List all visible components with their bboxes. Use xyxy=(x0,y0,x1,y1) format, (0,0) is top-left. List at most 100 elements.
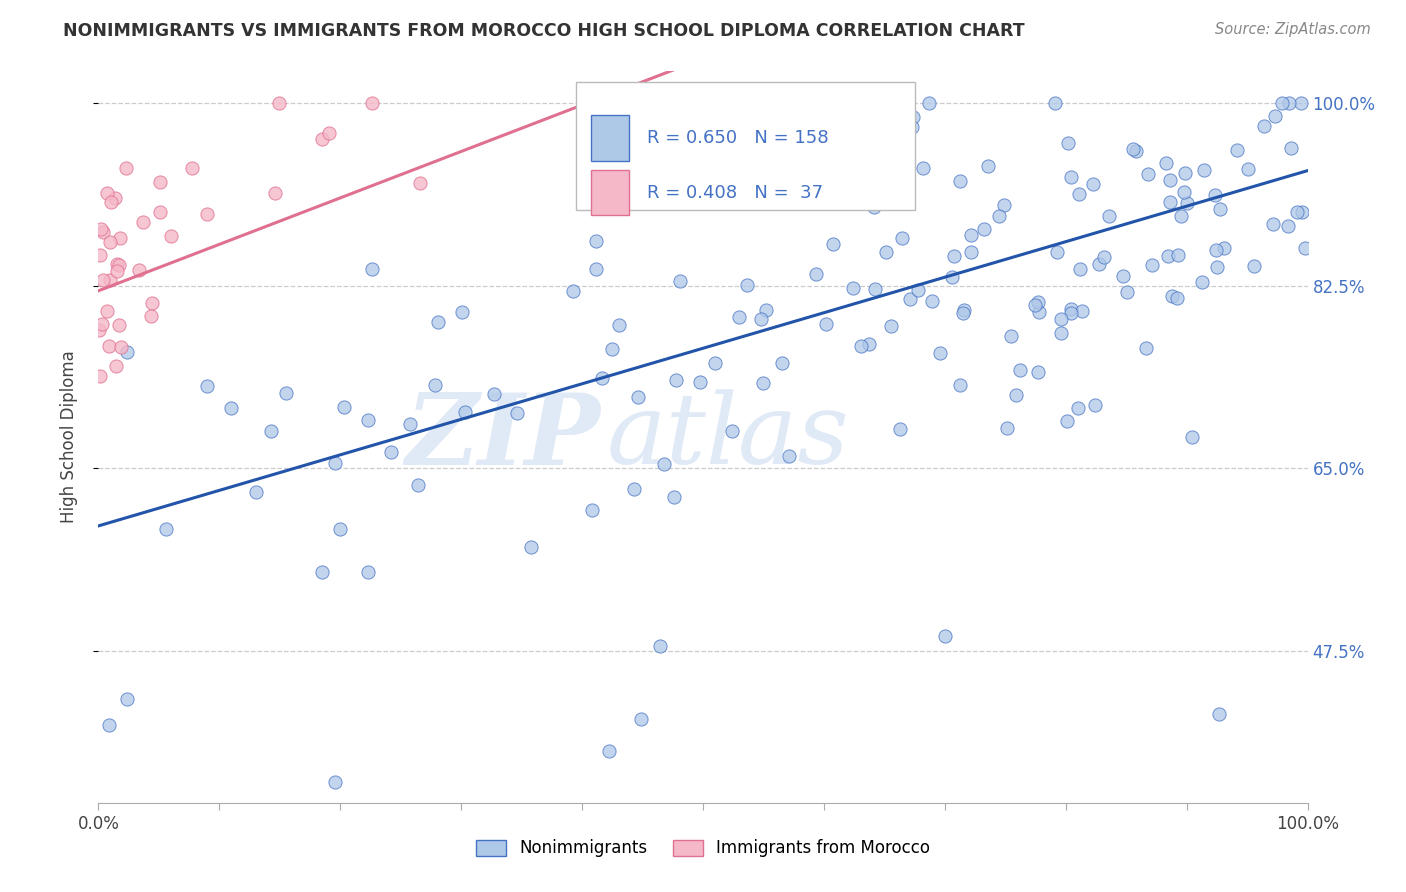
Point xyxy=(108,259,131,273)
Point xyxy=(630,712,652,726)
Point xyxy=(918,95,941,110)
Point xyxy=(1264,109,1286,123)
Point xyxy=(148,175,170,189)
Point xyxy=(1286,204,1309,219)
Point xyxy=(1067,186,1090,201)
Point xyxy=(849,339,872,353)
Point xyxy=(1289,95,1312,110)
Point xyxy=(427,315,450,329)
Point xyxy=(585,262,607,277)
Point xyxy=(1253,119,1275,133)
Point xyxy=(652,458,675,472)
Point xyxy=(1243,259,1265,273)
Point xyxy=(1092,250,1115,264)
Point xyxy=(891,184,914,198)
Point xyxy=(973,222,995,236)
Point xyxy=(357,413,380,427)
Point xyxy=(941,270,963,285)
Point xyxy=(269,95,291,110)
Point xyxy=(1170,209,1192,223)
Point xyxy=(562,284,585,298)
Point xyxy=(1191,275,1213,289)
Point xyxy=(900,293,922,307)
Point xyxy=(1024,297,1046,311)
Legend: Nonimmigrants, Immigrants from Morocco: Nonimmigrants, Immigrants from Morocco xyxy=(470,832,936,864)
Point xyxy=(1226,143,1249,157)
Point xyxy=(360,262,382,277)
Point xyxy=(409,176,432,190)
Point xyxy=(1166,291,1188,305)
Point xyxy=(98,339,121,353)
Point xyxy=(1237,161,1260,176)
Point xyxy=(1277,219,1299,234)
Point xyxy=(97,718,120,732)
Point xyxy=(311,132,333,146)
Point xyxy=(1173,185,1195,199)
Point xyxy=(1081,177,1104,191)
Point xyxy=(704,356,727,370)
Point xyxy=(323,456,346,470)
Point xyxy=(600,342,623,356)
Point xyxy=(689,375,711,389)
Point xyxy=(141,296,163,310)
Point xyxy=(90,222,112,236)
Point xyxy=(245,485,267,500)
Text: NONIMMIGRANTS VS IMMIGRANTS FROM MOROCCO HIGH SCHOOL DIPLOMA CORRELATION CHART: NONIMMIGRANTS VS IMMIGRANTS FROM MOROCCO… xyxy=(63,22,1025,40)
Point xyxy=(1069,262,1091,277)
Point xyxy=(100,273,122,287)
Point xyxy=(1135,341,1157,355)
Point xyxy=(1125,144,1147,158)
Point xyxy=(128,263,150,277)
Point xyxy=(380,445,402,459)
Point xyxy=(585,234,607,248)
Point xyxy=(1160,288,1182,302)
Point xyxy=(912,161,935,175)
Point xyxy=(1067,401,1090,415)
Point xyxy=(1046,244,1069,259)
Text: R = 0.408   N =  37: R = 0.408 N = 37 xyxy=(647,184,824,202)
Y-axis label: High School Diploma: High School Diploma xyxy=(59,351,77,524)
Point xyxy=(928,346,950,360)
Point xyxy=(333,400,356,414)
Point xyxy=(89,369,111,384)
Point xyxy=(1177,195,1199,210)
Point xyxy=(115,691,138,706)
Point xyxy=(863,200,886,214)
Point xyxy=(598,743,620,757)
Point xyxy=(506,406,529,420)
Text: ZIP: ZIP xyxy=(405,389,600,485)
Point xyxy=(987,210,1010,224)
Point xyxy=(880,138,903,153)
Point xyxy=(959,244,981,259)
Point xyxy=(1291,205,1313,219)
Point xyxy=(891,141,914,155)
Point xyxy=(949,377,972,392)
Text: R = 0.650   N = 158: R = 0.650 N = 158 xyxy=(647,129,830,147)
Point xyxy=(108,231,131,245)
Point xyxy=(778,450,800,464)
Point xyxy=(821,237,844,252)
Point xyxy=(1213,241,1236,255)
Point xyxy=(219,401,242,416)
Point xyxy=(993,198,1015,212)
Point xyxy=(669,274,692,288)
Point xyxy=(1010,363,1032,377)
Point xyxy=(662,490,685,504)
Point xyxy=(260,424,283,438)
Point xyxy=(1278,95,1301,110)
Point xyxy=(907,284,929,298)
Point xyxy=(1088,257,1111,271)
Point xyxy=(943,249,966,263)
Point xyxy=(98,235,121,249)
Point xyxy=(100,195,122,210)
Point xyxy=(1060,306,1083,320)
Point xyxy=(1294,241,1316,255)
Point xyxy=(87,323,110,337)
Bar xyxy=(591,170,630,216)
Point xyxy=(934,629,956,643)
Text: Source: ZipAtlas.com: Source: ZipAtlas.com xyxy=(1215,22,1371,37)
Point xyxy=(752,376,775,390)
Point xyxy=(607,318,630,333)
Point xyxy=(329,522,352,536)
Point xyxy=(889,422,911,436)
